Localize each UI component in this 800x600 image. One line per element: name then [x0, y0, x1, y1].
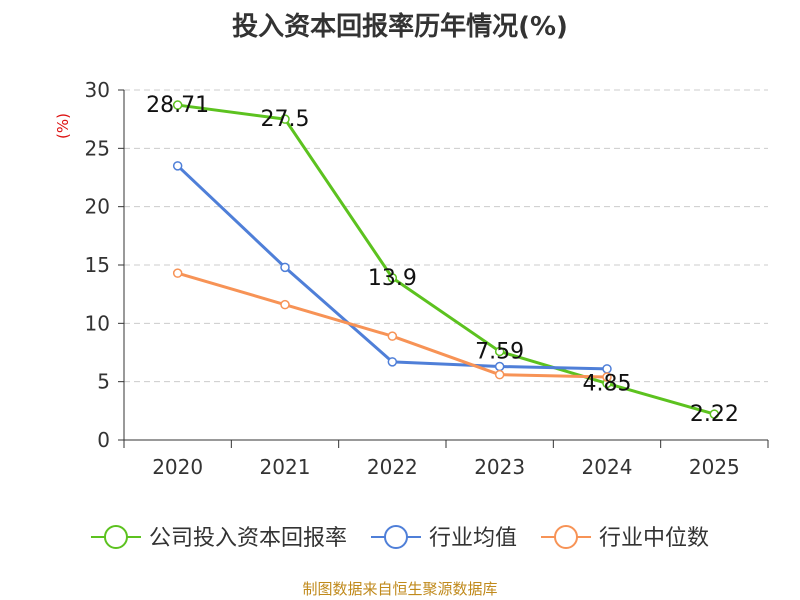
y-tick-label: 30 [85, 78, 110, 102]
legend-item[interactable]: 行业中位数 [541, 525, 709, 551]
data-point[interactable] [387, 273, 398, 283]
data-label: 28.71 [146, 93, 209, 118]
y-tick-label: 0 [97, 428, 110, 452]
x-tick-label: 2023 [474, 455, 525, 479]
legend-label: 行业中位数 [599, 526, 709, 551]
data-point[interactable] [709, 409, 720, 419]
data-point[interactable] [280, 299, 290, 310]
x-tick-label: 2024 [582, 455, 633, 479]
data-label: 13.9 [368, 266, 417, 291]
chart-title: 投入资本回报率历年情况(%) [232, 12, 568, 42]
data-label: 27.5 [261, 107, 310, 132]
data-point[interactable] [280, 114, 290, 124]
x-tick-label: 2022 [367, 455, 418, 479]
data-point[interactable] [387, 357, 398, 367]
legend-marker-icon [103, 525, 128, 549]
legend-label: 行业均值 [429, 526, 517, 551]
data-point[interactable] [494, 346, 505, 357]
x-tick-label: 2020 [152, 455, 203, 479]
data-point[interactable] [494, 369, 505, 380]
legend-label: 公司投入资本回报率 [149, 526, 347, 551]
x-tick-label: 2025 [689, 455, 740, 479]
data-point[interactable] [387, 331, 398, 341]
data-point[interactable] [172, 100, 183, 110]
legend-marker-icon [554, 525, 579, 549]
data-label: 2.22 [690, 402, 739, 427]
data-source-note: 制图数据来自恒生聚源数据库 [302, 580, 498, 598]
data-point[interactable] [172, 161, 183, 171]
legend-item[interactable]: 公司投入资本回报率 [90, 525, 347, 551]
y-tick-label: 10 [85, 311, 110, 335]
data-point[interactable] [280, 262, 290, 273]
data-label: 7.59 [475, 339, 524, 364]
data-point[interactable] [172, 268, 183, 278]
y-axis-unit-label: (%) [54, 113, 72, 139]
y-tick-label: 20 [85, 195, 110, 219]
data-label: 4.85 [583, 371, 632, 396]
data-point[interactable] [602, 372, 612, 382]
y-tick-label: 25 [85, 136, 110, 160]
y-tick-label: 15 [85, 253, 110, 277]
x-tick-label: 2021 [260, 455, 311, 479]
legend-item[interactable]: 行业均值 [370, 525, 517, 551]
legend-marker-icon [383, 525, 408, 549]
y-tick-label: 5 [97, 370, 110, 394]
series-line-0 [177, 103, 715, 416]
